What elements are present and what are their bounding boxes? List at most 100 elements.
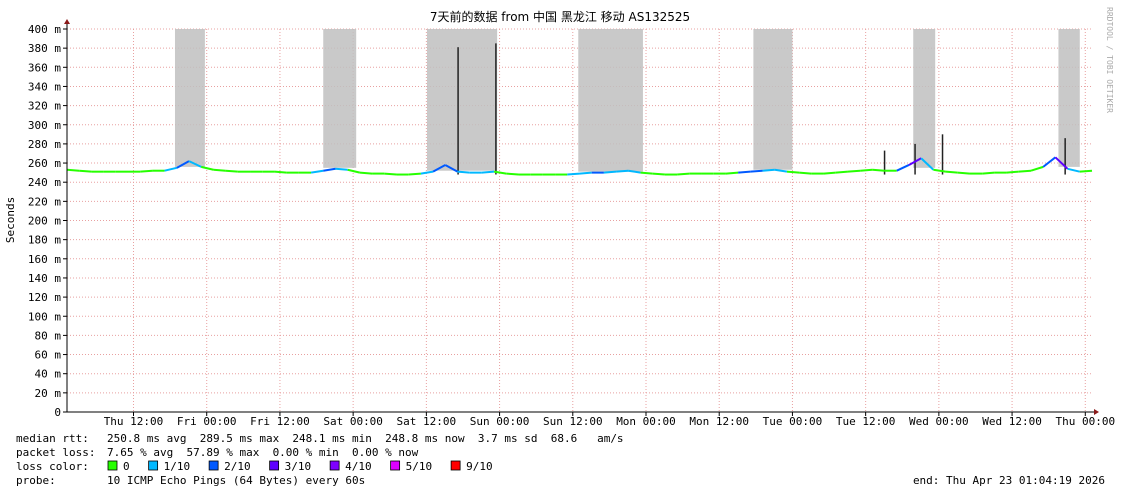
legend-swatch (148, 460, 159, 471)
probe-text: 10 ICMP Echo Pings (64 Bytes) every 60s (107, 474, 365, 487)
median-segment (860, 168, 873, 172)
legend-swatch (107, 460, 118, 471)
x-tick-label: Wed 12:00 (982, 415, 1042, 428)
median-segment (140, 169, 153, 173)
y-tick-label: 180 m (28, 234, 61, 247)
y-axis-label: Seconds (4, 197, 17, 243)
y-tick-label: 120 m (28, 291, 61, 304)
median-segment (567, 172, 580, 176)
median-segment (335, 167, 348, 171)
median-segment (957, 171, 971, 175)
median-segment (310, 169, 324, 174)
median-segment (506, 172, 519, 176)
smoke-band (578, 29, 643, 172)
median-segment (677, 172, 690, 176)
x-tick-label: Sat 12:00 (397, 415, 457, 428)
y-tick-label: 280 m (28, 138, 61, 151)
median-segment (616, 169, 629, 173)
legend-label: 9/10 (466, 460, 493, 473)
watermark: RRDTOOL / TOBI OETIKER (1105, 7, 1114, 113)
y-tick-label: 380 m (28, 42, 61, 55)
x-tick-label: Tue 00:00 (763, 415, 823, 428)
median-segment (786, 170, 800, 174)
median-segment (1030, 165, 1044, 172)
median-segment (213, 168, 226, 172)
y-tick-label: 140 m (28, 272, 61, 285)
stat-text: 250.8 ms avg 289.5 ms max 248.1 ms min 2… (107, 432, 624, 445)
median-segment (603, 170, 617, 174)
x-tick-label: Tue 12:00 (836, 415, 896, 428)
y-tick-label: 340 m (28, 80, 61, 93)
legend-swatch (208, 460, 219, 471)
median-segment (225, 169, 238, 173)
smoke-band (913, 29, 936, 168)
legend-label: 0 (123, 460, 130, 473)
y-tick-label: 100 m (28, 310, 61, 323)
median-segment (762, 168, 775, 172)
median-segment (750, 169, 763, 173)
median-segment (444, 164, 458, 173)
y-tick-label: 0 (54, 406, 61, 419)
y-tick-label: 240 m (28, 176, 61, 189)
median-segment (274, 170, 287, 174)
median-segment (933, 168, 946, 173)
y-tick-label: 360 m (28, 61, 61, 74)
median-segment (823, 171, 836, 175)
end-time: end: Thu Apr 23 01:04:19 2026 (913, 474, 1105, 487)
y-tick-label: 160 m (28, 253, 61, 266)
smoke-band (174, 29, 205, 167)
median-segment (1067, 167, 1081, 173)
median-segment (66, 168, 80, 172)
median-segment (847, 169, 861, 173)
median-segment (725, 171, 739, 175)
legend-label: 5/10 (406, 460, 433, 473)
median-segment (945, 170, 958, 174)
x-tick-label: Mon 00:00 (616, 415, 676, 428)
y-tick-label: 400 m (28, 23, 61, 36)
median-segment (1006, 170, 1019, 174)
median-segment (920, 157, 935, 171)
stat-text: 7.65 % avg 57.89 % max 0.00 % min 0.00 %… (107, 446, 419, 459)
axis-arrow (1094, 409, 1099, 415)
chart-title: 7天前的数据 from 中国 黑龙江 移动 AS132525 (430, 9, 690, 24)
median-segment (188, 160, 202, 168)
x-tick-label: Fri 12:00 (250, 415, 310, 428)
stat-label: median rtt: (16, 432, 89, 445)
median-segment (799, 171, 812, 175)
median-segment (908, 157, 922, 166)
median-segment (408, 172, 421, 176)
median-segment (872, 168, 885, 172)
median-segment (200, 165, 214, 171)
smoke-band (426, 29, 498, 171)
median-segment (774, 168, 788, 173)
legend-label: 2/10 (224, 460, 251, 473)
stat-label: packet loss: (16, 446, 95, 459)
median-segment (579, 171, 592, 175)
smoke-band (323, 29, 357, 168)
legend-title: loss color: (16, 460, 89, 473)
legend-label: 3/10 (285, 460, 312, 473)
median-segment (1042, 156, 1057, 168)
x-tick-label: Sun 12:00 (543, 415, 603, 428)
probe-label: probe: (16, 474, 56, 487)
legend-swatch (390, 460, 401, 471)
x-tick-label: Sun 00:00 (470, 415, 530, 428)
y-tick-label: 300 m (28, 119, 61, 132)
legend-label: 4/10 (345, 460, 372, 473)
x-tick-label: Thu 00:00 (1055, 415, 1115, 428)
median-segment (457, 170, 470, 174)
legend-swatch (329, 460, 340, 471)
median-segment (176, 160, 190, 169)
x-tick-label: Mon 12:00 (689, 415, 749, 428)
y-tick-label: 220 m (28, 195, 61, 208)
median-segment (640, 171, 653, 175)
y-tick-label: 40 m (35, 368, 62, 381)
median-segment (432, 164, 446, 173)
median-segment (493, 170, 507, 175)
legend-label: 1/10 (164, 460, 191, 473)
median-segment (384, 172, 397, 176)
median-segment (628, 169, 641, 174)
smoke-band (1058, 29, 1080, 167)
median-segment (738, 170, 751, 174)
